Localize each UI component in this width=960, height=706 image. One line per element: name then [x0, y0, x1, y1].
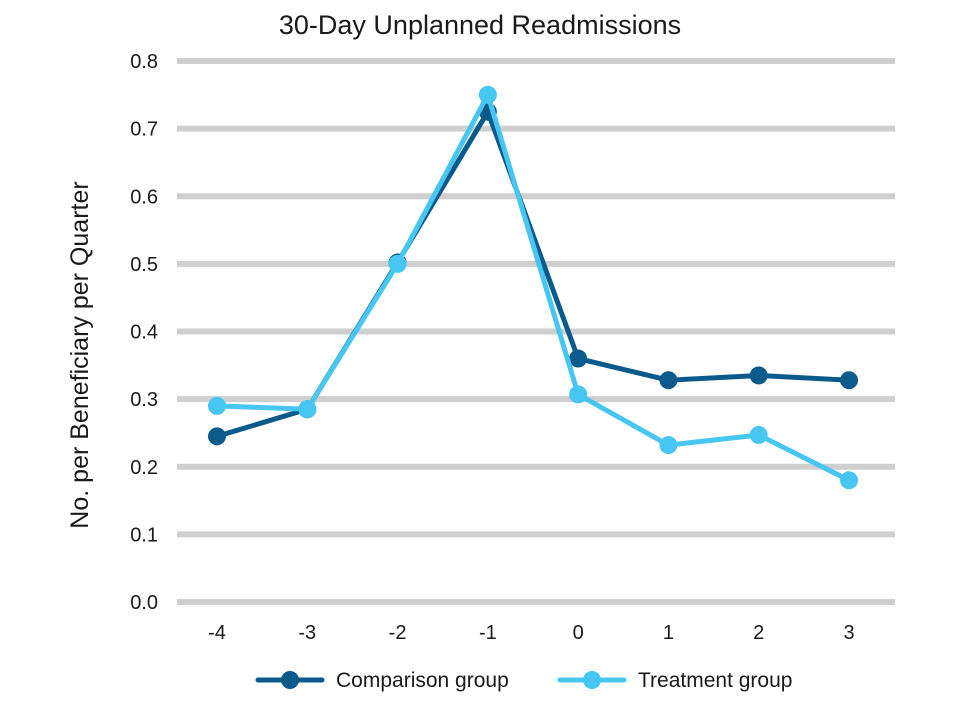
data-point [749, 366, 768, 385]
x-tick-label: -2 [389, 622, 407, 644]
series-line [214, 92, 852, 483]
legend-label: Comparison group [336, 669, 509, 692]
data-point [388, 254, 407, 273]
y-tick-label: 0.0 [130, 592, 158, 614]
legend-marker [583, 671, 601, 689]
data-point [840, 471, 858, 490]
y-axis-ticks: 0.0 0.1 0.2 0.3 0.4 0.5 0.6 0.7 0.8 [130, 51, 158, 614]
y-tick-label: 0.3 [130, 389, 158, 411]
data-point [569, 349, 588, 368]
legend-marker [281, 671, 299, 689]
y-tick-label: 0.6 [130, 186, 158, 208]
x-tick-label: 2 [753, 622, 764, 644]
data-point [659, 371, 678, 390]
x-axis-ticks: -4 -3 -2 -1 0 1 2 3 [208, 622, 854, 644]
series-comparison [208, 102, 858, 446]
series-treatment [208, 85, 858, 490]
legend: Comparison group Treatment group [255, 669, 792, 692]
data-point [208, 396, 226, 415]
series-line [214, 109, 852, 439]
x-tick-label: 1 [663, 622, 674, 644]
legend-item: Treatment group [557, 669, 792, 692]
data-point [749, 425, 768, 444]
y-tick-label: 0.1 [130, 524, 158, 546]
chart-title: 30-Day Unplanned Readmissions [279, 10, 681, 40]
data-point [208, 427, 226, 446]
data-point [478, 85, 497, 104]
x-tick-label: -1 [479, 622, 497, 644]
y-tick-label: 0.4 [130, 322, 158, 344]
y-tick-label: 0.8 [130, 51, 158, 73]
y-tick-label: 0.5 [130, 254, 158, 276]
data-point [840, 371, 858, 390]
data-point [659, 436, 678, 455]
x-tick-label: 3 [843, 622, 854, 644]
series-lines [208, 85, 858, 490]
y-tick-label: 0.7 [130, 119, 158, 141]
legend-item: Comparison group [255, 669, 509, 692]
x-tick-label: 0 [573, 622, 584, 644]
x-tick-label: -4 [208, 622, 226, 644]
x-tick-label: -3 [298, 622, 316, 644]
gridlines [177, 58, 895, 605]
legend-label: Treatment group [638, 669, 792, 692]
data-point [569, 385, 588, 404]
y-axis-label: No. per Beneficiary per Quarter [66, 181, 94, 528]
data-point [298, 400, 317, 419]
y-tick-label: 0.2 [130, 457, 158, 479]
